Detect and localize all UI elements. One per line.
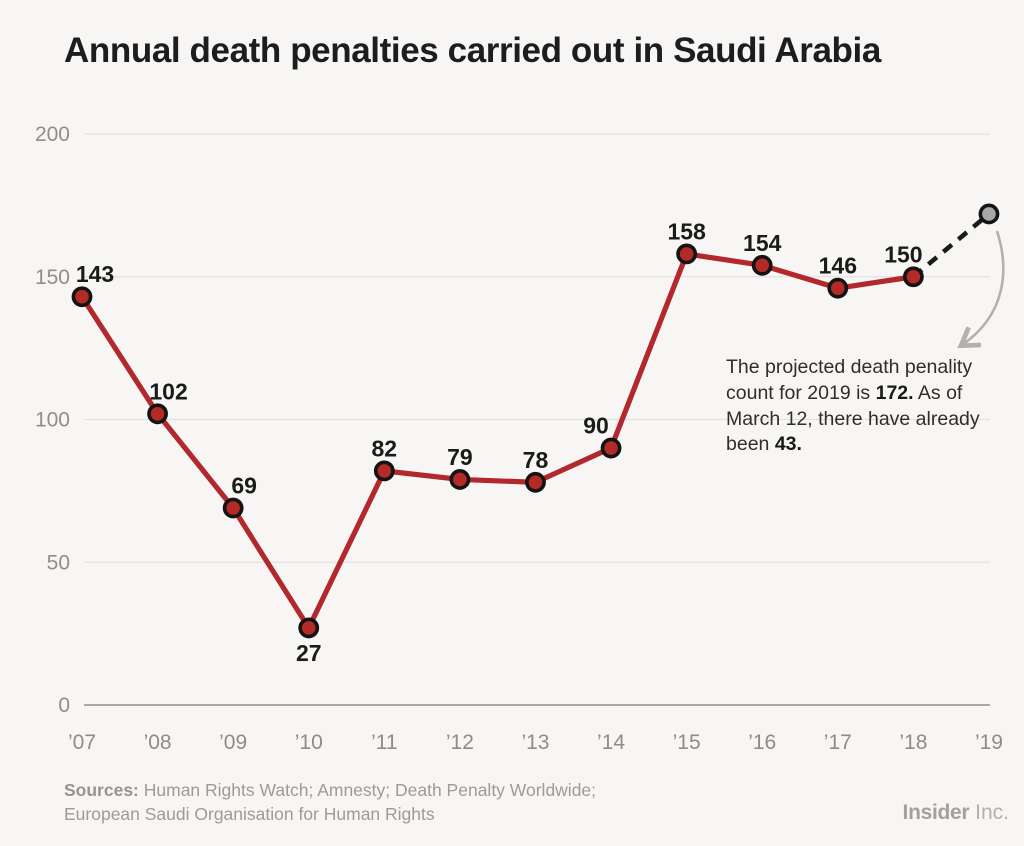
value-label: 27 [296,640,322,666]
annotation-line3: March 12, there have already [726,407,980,430]
projection-annotation: The projected death penality count for 2… [726,355,1016,458]
data-point [298,617,320,639]
x-tick-label: ’10 [295,731,323,754]
value-label: 143 [76,261,114,287]
brand-name-light: Inc. [969,801,1009,824]
data-point [373,460,395,482]
data-point [827,277,849,299]
x-tick-label: ’19 [975,731,1003,754]
data-point [600,437,622,459]
x-tick-label: ’07 [68,731,96,754]
value-label: 78 [523,447,549,473]
x-tick-label: ’08 [144,731,172,754]
x-tick-label: ’14 [597,731,625,754]
x-tick-label: ’12 [446,731,474,754]
data-point [147,403,168,425]
projection-dashed-line [911,212,991,279]
value-label: 69 [231,473,257,499]
value-label: 146 [819,253,857,279]
value-label: 158 [667,218,706,244]
data-point [525,471,546,493]
brand-name-bold: Insider [902,801,970,824]
chart-data-layer: 0 50 100 150 200 ’07 ’08 ’09 ’10 ’11 ’12 ’13 ’14 ’15 ’… [35,123,1003,754]
y-tick-label: 200 [35,123,70,146]
x-tick-label: ’17 [824,731,852,754]
y-tick-label: 100 [35,409,70,432]
x-tick-label: ’11 [371,731,397,754]
chart-overlay-layer [957,230,1005,349]
annotation-line1: The projected death penality [726,356,973,378]
value-label: 102 [149,378,187,404]
y-tick-label: 150 [35,266,70,289]
data-point [222,497,244,519]
annotation-line2-pre: count for 2019 is [726,381,876,404]
value-label: 90 [583,413,609,439]
annotation-line4-pre: been [726,433,775,456]
insider-inc-logo: Insider Inc. [903,801,1009,825]
value-label: 154 [743,230,782,256]
value-label: 79 [447,444,473,470]
annotation-line2-post: As of [913,381,963,404]
series-line [79,251,916,631]
data-point [676,243,698,265]
sources-label: Sources: [64,780,139,800]
data-point [751,254,773,276]
data-point [71,286,93,308]
annotation-current-value: 43. [774,433,802,456]
y-tick-label: 0 [58,694,70,717]
sources-line2: European Saudi Organisation for Human Ri… [64,803,435,824]
projection-callout-arrow-icon [957,230,1005,349]
x-tick-label: ’13 [521,731,549,754]
data-point [902,266,924,288]
y-tick-label: 50 [47,551,70,574]
sources-line1: Human Rights Watch; Amnesty; Death Penal… [138,780,597,800]
x-tick-label: ’16 [748,731,776,754]
x-tick-label: ’09 [219,731,247,754]
value-label: 82 [372,435,398,461]
page-title: Annual death penalties carried out in Sa… [64,31,881,70]
data-point [449,469,471,490]
projected-data-point [978,203,1000,225]
annotation-projected-value: 172. [875,381,914,404]
x-tick-label: ’15 [673,731,701,754]
sources-note: Sources: Human Rights Watch; Amnesty; De… [64,779,596,826]
value-label: 150 [884,241,922,267]
x-tick-label: ’18 [899,731,927,754]
